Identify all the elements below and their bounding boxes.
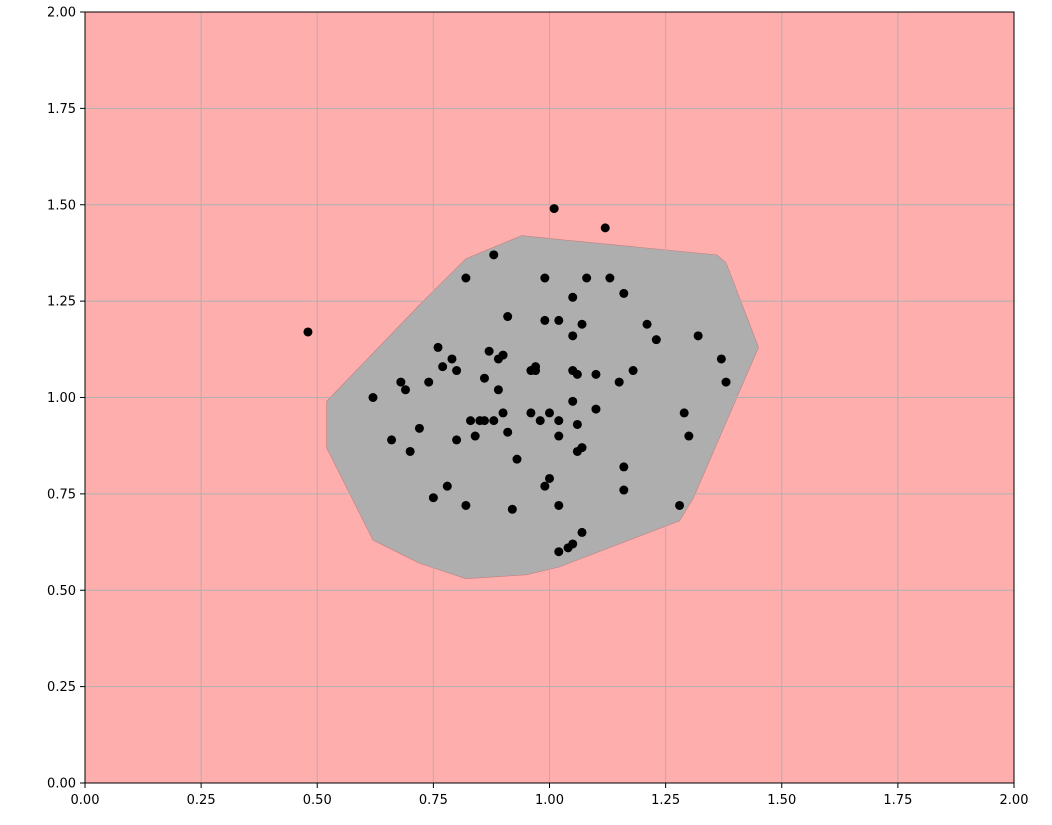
data-point <box>428 493 438 503</box>
data-point <box>498 408 508 418</box>
y-tick-label: 1.00 <box>47 391 76 406</box>
scatter-points <box>303 204 731 557</box>
data-point <box>368 393 378 402</box>
data-point <box>572 419 582 429</box>
data-point <box>405 446 415 456</box>
data-point <box>716 354 726 364</box>
data-point <box>577 319 587 329</box>
data-point <box>651 335 661 345</box>
y-tick-label: 0.75 <box>47 487 76 502</box>
data-point <box>387 435 397 445</box>
x-tick-label: 2.00 <box>1000 793 1029 808</box>
data-point <box>470 431 480 441</box>
data-point <box>503 427 513 437</box>
data-point <box>619 288 629 298</box>
data-point <box>582 273 592 283</box>
data-point <box>466 416 476 426</box>
data-point <box>679 408 689 418</box>
data-point <box>401 385 411 395</box>
data-point <box>554 431 564 441</box>
data-point <box>549 204 559 214</box>
data-point <box>684 431 694 441</box>
data-point <box>554 500 564 510</box>
data-point <box>605 273 615 283</box>
x-tick-label: 1.00 <box>535 793 564 808</box>
x-tick-label: 0.75 <box>419 793 448 808</box>
y-tick-label: 0.00 <box>47 777 76 792</box>
x-tick-label: 1.25 <box>651 793 680 808</box>
plot-area <box>84 11 1015 784</box>
data-point <box>568 331 578 341</box>
data-point <box>461 273 471 283</box>
data-point <box>303 327 313 337</box>
data-point <box>628 366 638 376</box>
data-point <box>531 366 541 376</box>
y-axis: 0.00 0.25 0.50 0.75 1.00 1.25 1.50 1.75 2.00 <box>47 6 85 792</box>
data-point <box>545 473 554 483</box>
data-point <box>591 404 601 414</box>
x-axis: 0.00 0.25 0.50 0.75 1.00 1.25 1.50 1.75 2.00 <box>71 783 1029 808</box>
data-point <box>489 416 499 426</box>
data-point <box>447 354 457 364</box>
data-point <box>396 377 406 387</box>
data-point <box>600 223 610 233</box>
data-point <box>619 485 629 495</box>
x-tick-label: 0.25 <box>187 793 216 808</box>
data-point <box>554 547 564 557</box>
y-tick-label: 1.50 <box>47 198 76 213</box>
data-point <box>535 416 545 426</box>
data-point <box>540 315 550 325</box>
data-point <box>479 416 489 426</box>
data-point <box>438 362 448 372</box>
data-point <box>577 527 587 537</box>
data-point <box>568 396 578 406</box>
data-point <box>452 366 462 376</box>
y-tick-label: 0.25 <box>47 680 76 695</box>
data-point <box>568 292 578 302</box>
y-tick-label: 0.50 <box>47 584 76 599</box>
data-point <box>433 342 443 352</box>
data-point <box>526 408 536 418</box>
data-point <box>693 331 703 341</box>
y-tick-label: 1.25 <box>47 295 76 310</box>
data-point <box>484 346 494 356</box>
y-tick-label: 1.75 <box>47 102 76 117</box>
data-point <box>675 500 685 510</box>
data-point <box>540 273 550 283</box>
data-point <box>479 373 489 383</box>
data-point <box>512 454 522 464</box>
x-tick-label: 1.50 <box>767 793 796 808</box>
data-point <box>461 500 471 510</box>
data-point <box>540 481 550 491</box>
data-point <box>442 481 452 491</box>
data-point <box>572 369 582 379</box>
data-point <box>507 504 517 514</box>
data-point <box>554 416 564 426</box>
decision-region <box>326 235 759 579</box>
data-point <box>545 408 554 418</box>
data-point <box>424 377 434 387</box>
data-point <box>503 312 513 322</box>
x-tick-label: 1.75 <box>883 793 912 808</box>
data-point <box>452 435 462 445</box>
data-point <box>498 350 508 360</box>
data-point <box>489 250 499 260</box>
data-point <box>493 385 503 395</box>
x-tick-label: 0.00 <box>71 793 100 808</box>
data-point <box>614 377 624 387</box>
data-point <box>568 539 578 549</box>
data-point <box>554 315 564 325</box>
y-tick-label: 2.00 <box>47 6 76 21</box>
data-point <box>721 377 731 387</box>
data-point <box>414 423 424 433</box>
data-point <box>642 319 652 329</box>
data-point <box>577 443 587 453</box>
x-tick-label: 0.50 <box>303 793 332 808</box>
data-point <box>619 462 629 472</box>
data-point <box>591 369 601 379</box>
